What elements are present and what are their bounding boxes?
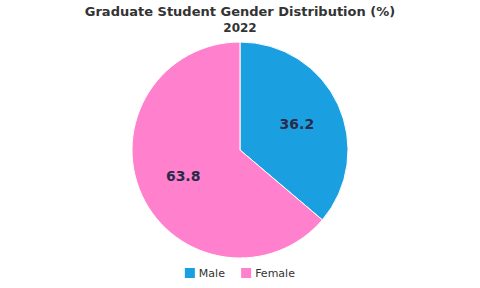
title: Graduate Student Gender Distribution (%) — [85, 4, 395, 19]
chart: Graduate Student Gender Distribution (%)… — [0, 0, 480, 288]
legend-label: Male — [199, 267, 225, 280]
legend-item: Male — [185, 267, 225, 280]
legend-item: Female — [241, 267, 295, 280]
legend: Male Female — [185, 267, 295, 280]
legend-swatch — [185, 268, 195, 278]
data-label: 63.8 — [166, 168, 201, 184]
data-label: 36.2 — [280, 116, 315, 132]
subtitle: 2022 — [223, 21, 256, 35]
legend-swatch — [241, 268, 251, 278]
legend-label: Female — [255, 267, 295, 280]
slice — [132, 42, 322, 258]
data-labels: 36.2 63.8 — [166, 116, 314, 185]
pie — [132, 42, 348, 258]
